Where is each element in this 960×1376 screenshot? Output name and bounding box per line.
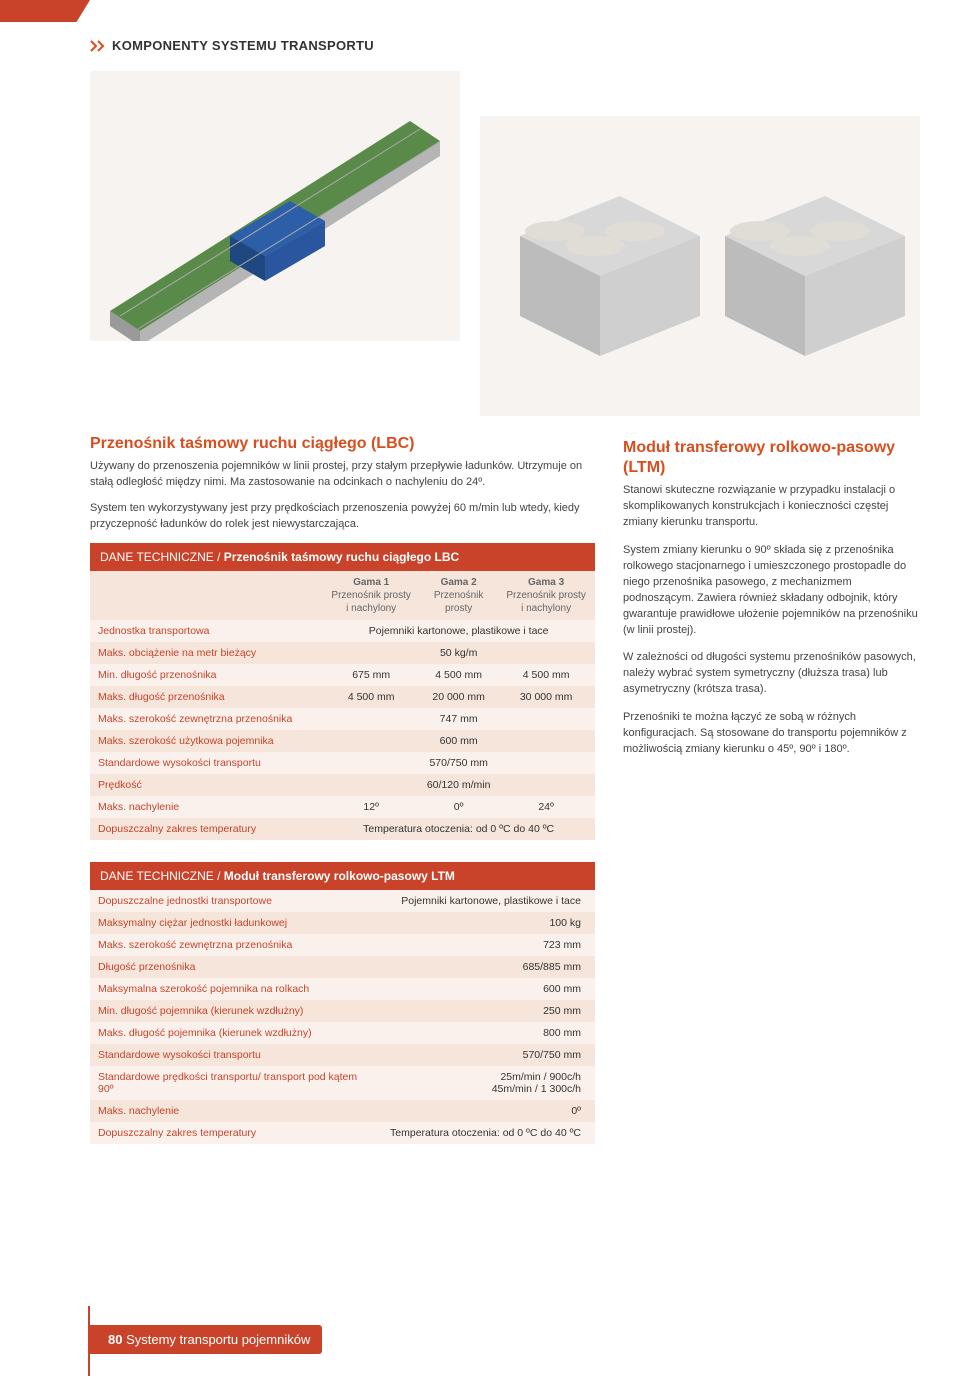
row-value: 600 mm xyxy=(322,730,595,752)
row-value: 60/120 m/min xyxy=(322,774,595,796)
caption-prefix: DANE TECHNICZNE / xyxy=(100,869,224,883)
table-row: Maks. długość pojemnika (kierunek wzdłuż… xyxy=(90,1022,595,1044)
table-row: Prędkość60/120 m/min xyxy=(90,774,595,796)
row-value: 12º xyxy=(322,796,420,818)
row-label: Standardowe prędkości transportu/ transp… xyxy=(90,1066,368,1100)
row-label: Maksymalny ciężar jednostki ładunkowej xyxy=(90,912,368,934)
row-value: 723 mm xyxy=(368,934,595,956)
row-label: Dopuszczalny zakres temperatury xyxy=(90,818,322,840)
col-gama1: Gama 1Przenośnik prosty i nachylony xyxy=(322,571,420,620)
footer-bar: 80 Systemy transportu pojemników xyxy=(90,1325,322,1354)
row-value: 570/750 mm xyxy=(368,1044,595,1066)
col-gama3: Gama 3Przenośnik prosty i nachylony xyxy=(497,571,595,620)
row-value: 0º xyxy=(420,796,497,818)
row-label: Maksymalna szerokość pojemnika na rolkac… xyxy=(90,978,368,1000)
row-value: 570/750 mm xyxy=(322,752,595,774)
ltm-p4: Przenośniki te można łączyć ze sobą w ró… xyxy=(623,710,920,758)
ltm-p2: System zmiany kierunku o 90º składa się … xyxy=(623,543,920,639)
row-value: 50 kg/m xyxy=(322,642,595,664)
row-value: 24º xyxy=(497,796,595,818)
lbc-spec-table: DANE TECHNICZNE / Przenośnik taśmowy ruc… xyxy=(90,543,595,840)
row-value: 25m/min / 900c/h 45m/min / 1 300c/h xyxy=(368,1066,595,1100)
row-label: Maks. nachylenie xyxy=(90,1100,368,1122)
row-label: Dopuszczalne jednostki transportowe xyxy=(90,890,368,912)
table-row: Maksymalna szerokość pojemnika na rolkac… xyxy=(90,978,595,1000)
page-footer: 80 Systemy transportu pojemników xyxy=(0,1306,960,1376)
row-label: Maks. nachylenie xyxy=(90,796,322,818)
table-row: Maks. nachylenie0º xyxy=(90,1100,595,1122)
caption-title: Przenośnik taśmowy ruchu ciągłego LBC xyxy=(224,550,459,564)
row-value: 4 500 mm xyxy=(497,664,595,686)
conveyor-belt-illustration xyxy=(90,71,460,341)
table-row: Standardowe prędkości transportu/ transp… xyxy=(90,1066,595,1100)
row-value: 675 mm xyxy=(322,664,420,686)
row-value: Pojemniki kartonowe, plastikowe i tace xyxy=(322,620,595,642)
table-row: Dopuszczalny zakres temperaturyTemperatu… xyxy=(90,818,595,840)
lbc-p1: Używany do przenoszenia pojemników w lin… xyxy=(90,459,595,491)
row-value: Temperatura otoczenia: od 0 ºC do 40 ºC xyxy=(322,818,595,840)
row-label: Maks. obciążenie na metr bieżący xyxy=(90,642,322,664)
table-row: Maks. nachylenie12º0º24º xyxy=(90,796,595,818)
row-label: Prędkość xyxy=(90,774,322,796)
row-value: 685/885 mm xyxy=(368,956,595,978)
ltm-table-caption: DANE TECHNICZNE / Moduł transferowy rolk… xyxy=(90,862,595,890)
table-row: Standardowe wysokości transportu570/750 … xyxy=(90,752,595,774)
row-label: Maks. szerokość zewnętrzna przenośnika xyxy=(90,934,368,956)
row-label: Jednostka transportowa xyxy=(90,620,322,642)
row-value: 800 mm xyxy=(368,1022,595,1044)
row-label: Długość przenośnika xyxy=(90,956,368,978)
row-value: 100 kg xyxy=(368,912,595,934)
ltm-p1: Stanowi skuteczne rozwiązanie w przypadk… xyxy=(623,483,920,531)
section-label: KOMPONENTY SYSTEMU TRANSPORTU xyxy=(112,38,374,53)
row-value: 250 mm xyxy=(368,1000,595,1022)
row-label: Min. długość pojemnika (kierunek wzdłużn… xyxy=(90,1000,368,1022)
row-value: 20 000 mm xyxy=(420,686,497,708)
table-row: Maks. szerokość zewnętrzna przenośnika72… xyxy=(90,934,595,956)
row-value: 4 500 mm xyxy=(420,664,497,686)
table-row: Dopuszczalny zakres temperaturyTemperatu… xyxy=(90,1122,595,1144)
table-row: Długość przenośnika685/885 mm xyxy=(90,956,595,978)
caption-prefix: DANE TECHNICZNE / xyxy=(100,550,224,564)
table-row: Min. długość przenośnika675 mm4 500 mm4 … xyxy=(90,664,595,686)
row-value: 747 mm xyxy=(322,708,595,730)
caption-title: Moduł transferowy rolkowo-pasowy LTM xyxy=(224,869,455,883)
table-row: Maksymalny ciężar jednostki ładunkowej10… xyxy=(90,912,595,934)
transfer-module-illustration xyxy=(480,116,920,416)
row-label: Min. długość przenośnika xyxy=(90,664,322,686)
footer-title: Systemy transportu pojemników xyxy=(126,1332,310,1347)
section-header: KOMPONENTY SYSTEMU TRANSPORTU xyxy=(90,0,920,53)
row-label: Dopuszczalny zakres temperatury xyxy=(90,1122,368,1144)
row-label: Standardowe wysokości transportu xyxy=(90,1044,368,1066)
row-label: Standardowe wysokości transportu xyxy=(90,752,322,774)
row-label: Maks. długość pojemnika (kierunek wzdłuż… xyxy=(90,1022,368,1044)
table-row: Dopuszczalne jednostki transportowePojem… xyxy=(90,890,595,912)
table-row: Maks. szerokość użytkowa pojemnika600 mm xyxy=(90,730,595,752)
row-value: Pojemniki kartonowe, plastikowe i tace xyxy=(368,890,595,912)
lbc-table-caption: DANE TECHNICZNE / Przenośnik taśmowy ruc… xyxy=(90,543,595,571)
col-gama2: Gama 2Przenośnik prosty xyxy=(420,571,497,620)
row-label: Maks. szerokość zewnętrzna przenośnika xyxy=(90,708,322,730)
row-value: 30 000 mm xyxy=(497,686,595,708)
table-row: Min. długość pojemnika (kierunek wzdłużn… xyxy=(90,1000,595,1022)
table-row: Jednostka transportowaPojemniki kartonow… xyxy=(90,620,595,642)
table-row: Maks. długość przenośnika4 500 mm20 000 … xyxy=(90,686,595,708)
ltm-p3: W zależności od długości systemu przenoś… xyxy=(623,650,920,698)
ltm-spec-table: DANE TECHNICZNE / Moduł transferowy rolk… xyxy=(90,862,595,1144)
row-value: 4 500 mm xyxy=(322,686,420,708)
double-chevron-icon xyxy=(90,40,106,52)
row-value: 600 mm xyxy=(368,978,595,1000)
lbc-p2: System ten wykorzystywany jest przy pręd… xyxy=(90,501,595,533)
table-row: Maks. szerokość zewnętrzna przenośnika74… xyxy=(90,708,595,730)
table-row: Maks. obciążenie na metr bieżący50 kg/m xyxy=(90,642,595,664)
table-row: Standardowe wysokości transportu570/750 … xyxy=(90,1044,595,1066)
corner-tab xyxy=(0,0,90,22)
row-value: 0º xyxy=(368,1100,595,1122)
ltm-title: Moduł transferowy rolkowo-pasowy (LTM) xyxy=(623,438,920,478)
lbc-title: Przenośnik taśmowy ruchu ciągłego (LBC) xyxy=(90,434,595,454)
row-label: Maks. szerokość użytkowa pojemnika xyxy=(90,730,322,752)
row-label: Maks. długość przenośnika xyxy=(90,686,322,708)
page-number: 80 xyxy=(108,1332,122,1347)
row-value: Temperatura otoczenia: od 0 ºC do 40 ºC xyxy=(368,1122,595,1144)
